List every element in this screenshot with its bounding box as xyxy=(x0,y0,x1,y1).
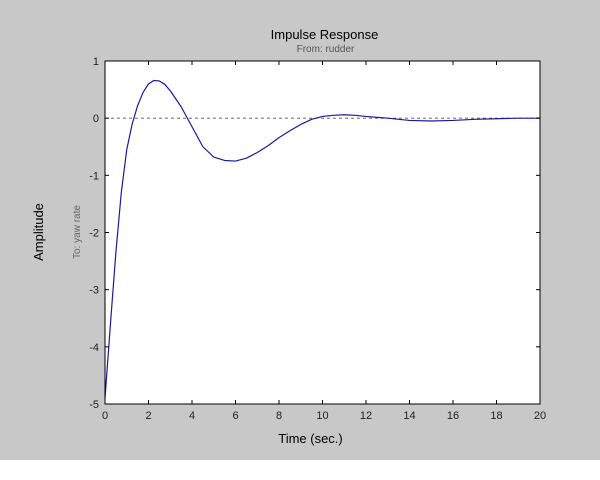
y-ticks-group: -5 -4 -3 -2 -1 0 1 xyxy=(89,56,540,411)
x-tick-label: 8 xyxy=(276,410,282,422)
x-tick-label: 18 xyxy=(490,410,502,422)
chart-subtitle: From: rudder xyxy=(297,44,355,55)
x-tick-label: 16 xyxy=(447,410,459,422)
x-ticks-group: 0 2 4 6 8 10 12 14 16 18 20 xyxy=(102,61,546,422)
x-axis-label: Time (sec.) xyxy=(278,431,343,446)
x-tick-label: 20 xyxy=(534,410,546,422)
x-tick-label: 2 xyxy=(145,410,151,422)
x-tick-label: 4 xyxy=(189,410,195,422)
y-tick-label: 0 xyxy=(93,113,99,125)
y-tick-label: -3 xyxy=(89,285,99,297)
y-tick-label: -4 xyxy=(89,342,99,354)
figure-window: 0 2 4 6 8 10 12 14 16 18 20 -5 -4 -3 -2 -1 0 1 Impulse R… xyxy=(0,0,600,460)
x-tick-label: 14 xyxy=(403,410,415,422)
series-line-1 xyxy=(104,79,540,399)
impulse-response-chart: 0 2 4 6 8 10 12 14 16 18 20 -5 -4 -3 -2 -1 0 1 Impulse R… xyxy=(31,27,546,446)
chart-title: Impulse Response xyxy=(271,27,379,42)
y-tick-label: -1 xyxy=(89,170,99,182)
series-group xyxy=(104,79,540,399)
y-tick-label: -5 xyxy=(89,399,99,411)
x-tick-label: 12 xyxy=(360,410,372,422)
x-tick-label: 6 xyxy=(232,410,238,422)
output-channel-label: To: yaw rate xyxy=(72,205,83,259)
y-tick-label: -2 xyxy=(89,228,99,240)
axes-background xyxy=(105,61,540,404)
x-tick-label: 10 xyxy=(316,410,328,422)
x-tick-label: 0 xyxy=(102,410,108,422)
y-axis-label: Amplitude xyxy=(31,203,46,261)
y-tick-label: 1 xyxy=(93,56,99,68)
